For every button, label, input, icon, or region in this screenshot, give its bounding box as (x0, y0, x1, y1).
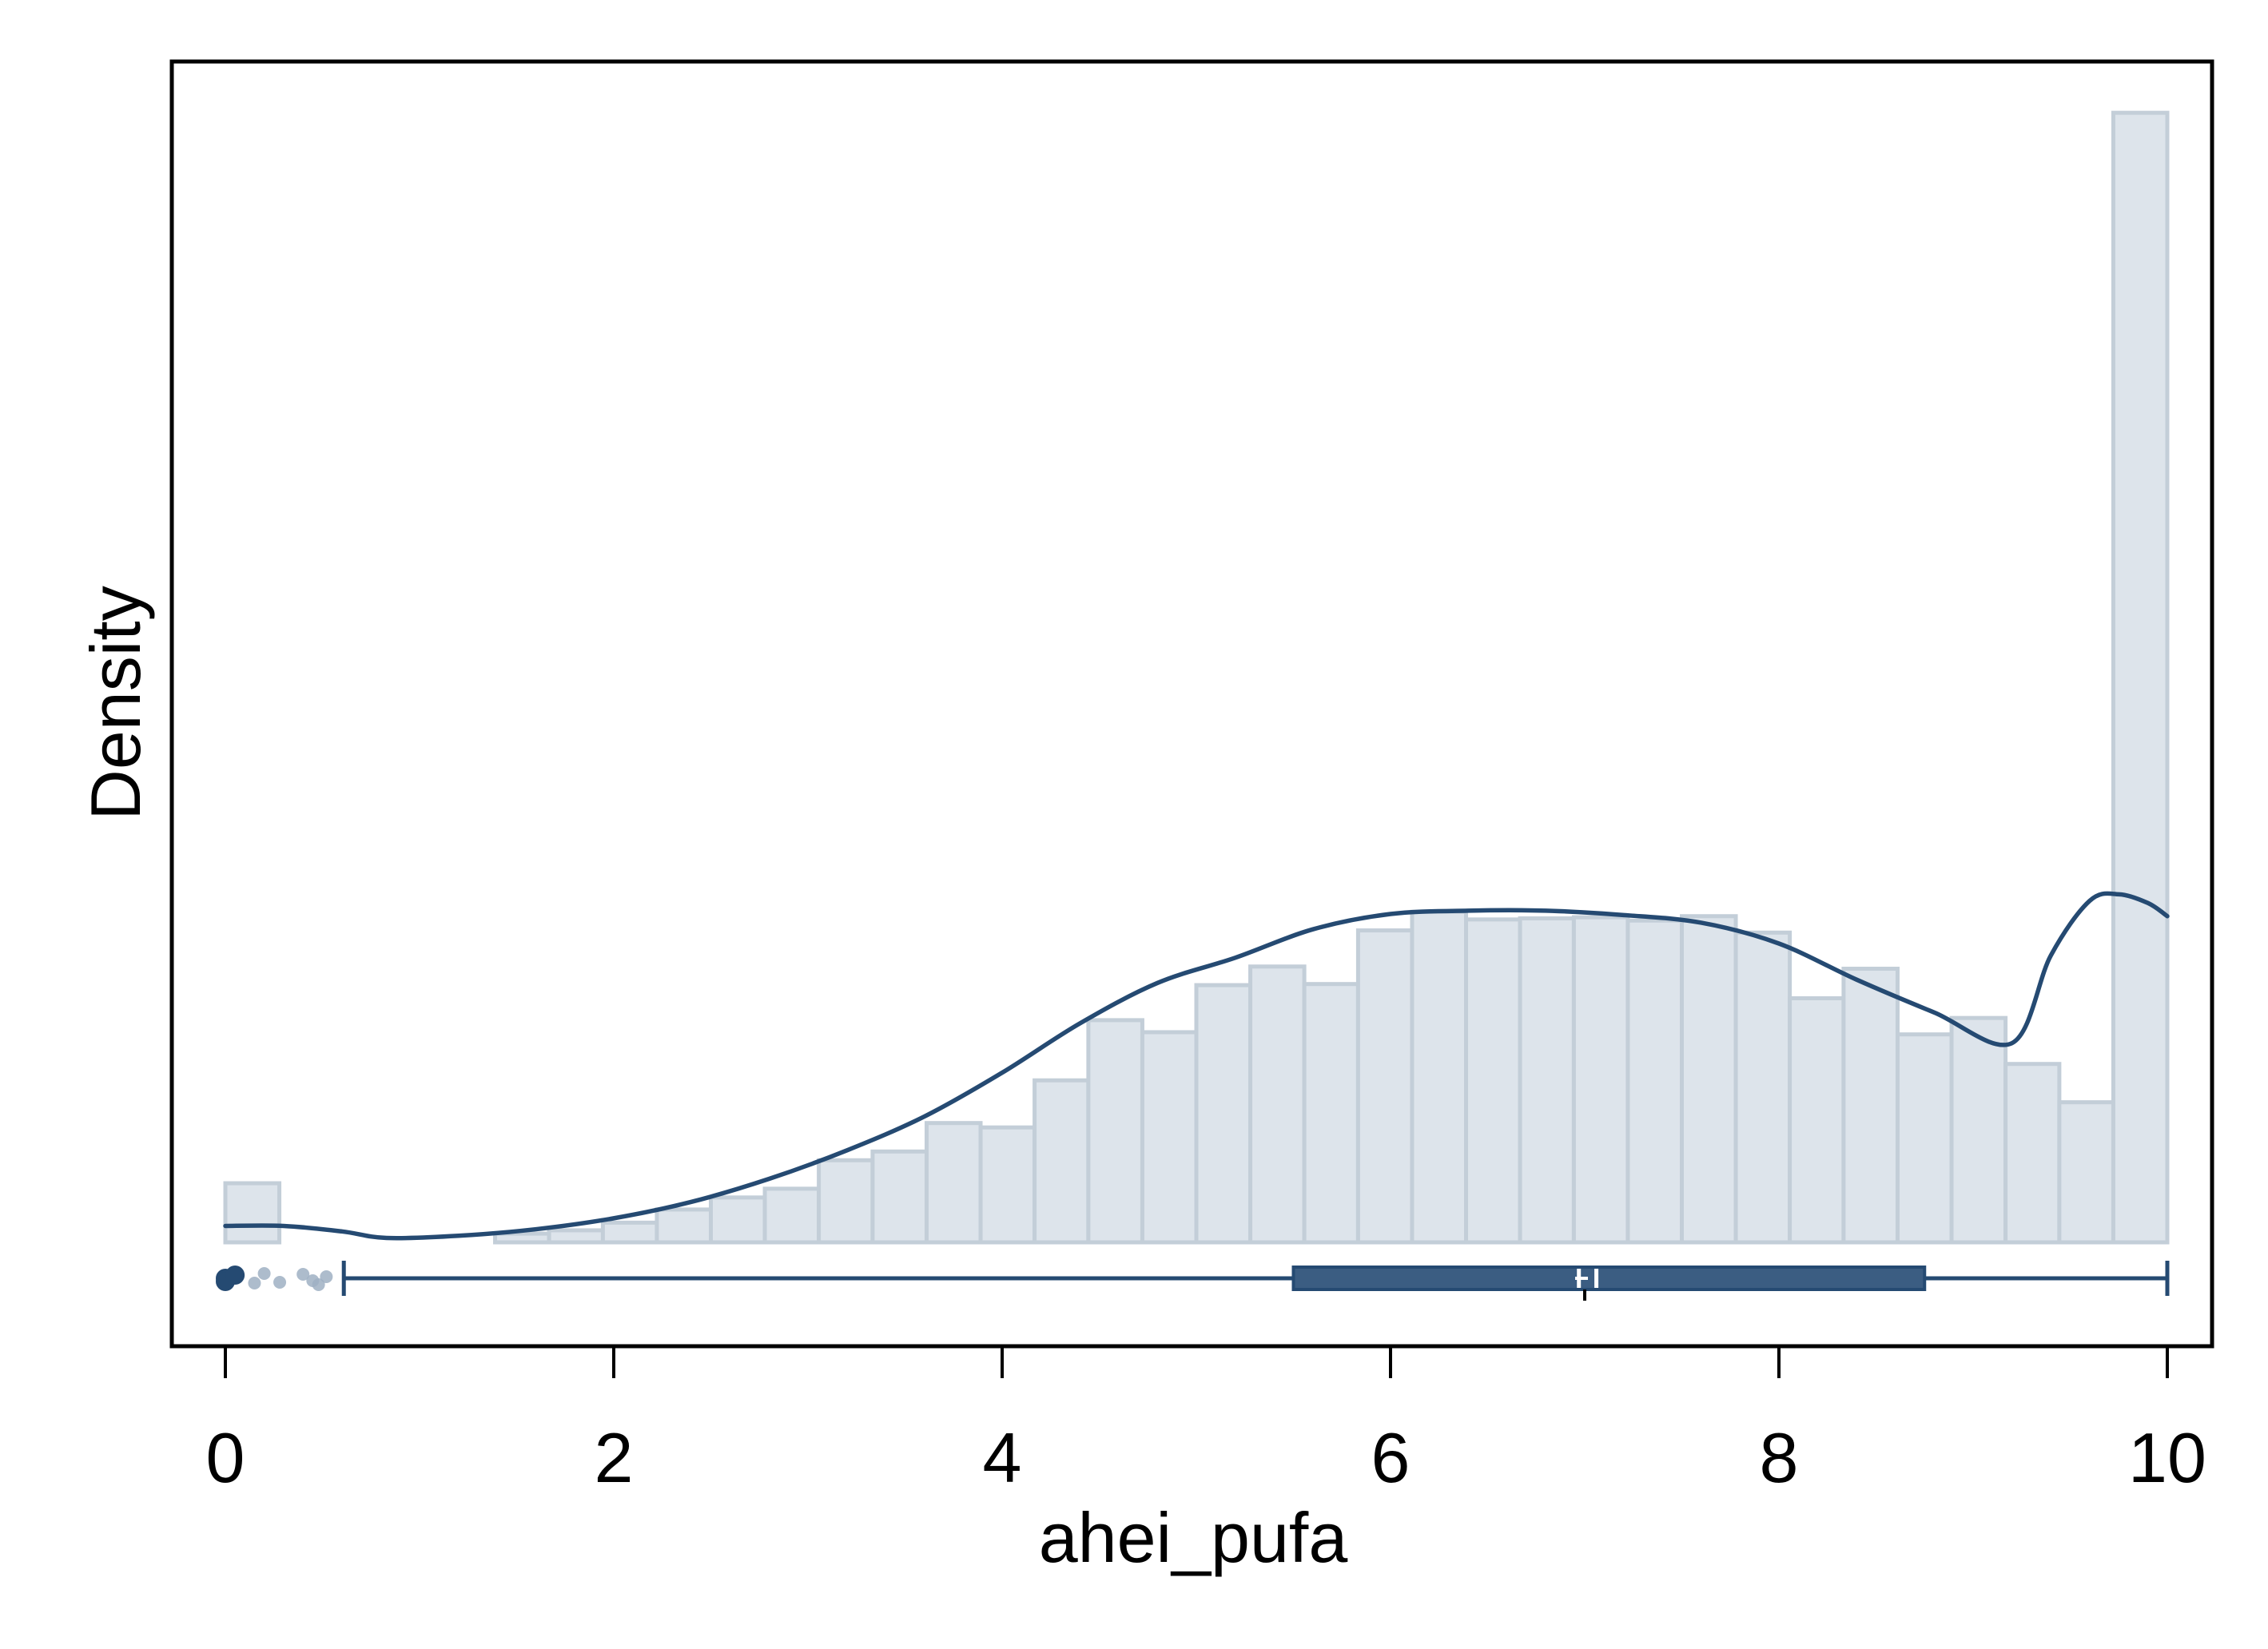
x-tick-label: 8 (1760, 1418, 1799, 1497)
x-tick-label: 0 (206, 1418, 245, 1497)
histogram-bar-34 (2057, 1100, 2115, 1245)
histogram-bar-16 (1086, 1018, 1144, 1245)
histogram-bar-8 (655, 1207, 713, 1245)
x-tick-label: 2 (595, 1418, 634, 1497)
x-axis-ticks: 0 2 4 6 8 10 (206, 1346, 2206, 1497)
histogram-bar-18 (1194, 983, 1253, 1245)
histogram-bar-6 (547, 1228, 605, 1245)
histogram-bar-21 (1355, 928, 1415, 1245)
histogram-bar-25 (1571, 915, 1630, 1245)
x-tick-label: 10 (2128, 1418, 2206, 1497)
boxplot-outlier-point (248, 1277, 261, 1289)
boxplot-outlier-point (312, 1278, 325, 1291)
histogram-bar-12 (870, 1149, 929, 1245)
histogram-bar-17 (1140, 1030, 1199, 1245)
boxplot-outlier-point (273, 1276, 287, 1289)
histogram-bar-26 (1625, 918, 1685, 1245)
histogram-bar-23 (1464, 917, 1522, 1245)
histogram-bar-13 (924, 1121, 983, 1245)
boxplot (216, 1261, 2170, 1301)
histogram-bar-22 (1410, 909, 1469, 1245)
plot-frame (169, 59, 2214, 1349)
histogram-bars (223, 110, 2170, 1245)
histogram-bar-0 (223, 1181, 282, 1245)
boxplot-outlier-point (257, 1267, 271, 1280)
histogram-bar-9 (709, 1195, 767, 1245)
boxplot-outlier-point (225, 1266, 245, 1285)
boxplot-box (1291, 1266, 1927, 1291)
x-axis-label: ahei_pufa (1039, 1498, 1348, 1577)
histogram-bar-20 (1302, 982, 1360, 1245)
histogram-bar-27 (1680, 914, 1738, 1245)
histogram-bar-30 (1841, 967, 1900, 1245)
histogram-bar-14 (978, 1125, 1037, 1245)
histogram-bar-33 (2003, 1062, 2062, 1245)
boxplot-outlier-point (320, 1270, 333, 1283)
y-axis-label: Density (76, 586, 155, 820)
histogram-bar-5 (493, 1231, 551, 1245)
histogram-bar-15 (1033, 1078, 1091, 1245)
kde-curve (223, 891, 2170, 1241)
histogram-bar-10 (762, 1186, 822, 1245)
histogram-bar-19 (1248, 964, 1307, 1245)
x-tick-label: 6 (1371, 1418, 1411, 1497)
histogram-bar-31 (1895, 1032, 1954, 1245)
boxplot-outlier-point (296, 1268, 310, 1281)
x-tick-label: 4 (983, 1418, 1022, 1497)
histogram-bar-11 (817, 1158, 875, 1245)
histogram-bar-35 (2111, 110, 2170, 1245)
histogram-bar-29 (1788, 995, 1846, 1245)
histogram-bar-32 (1949, 1015, 2008, 1245)
histogram-bar-24 (1518, 916, 1576, 1245)
histogram-bar-28 (1733, 930, 1793, 1245)
histogram-bar-7 (600, 1220, 659, 1245)
